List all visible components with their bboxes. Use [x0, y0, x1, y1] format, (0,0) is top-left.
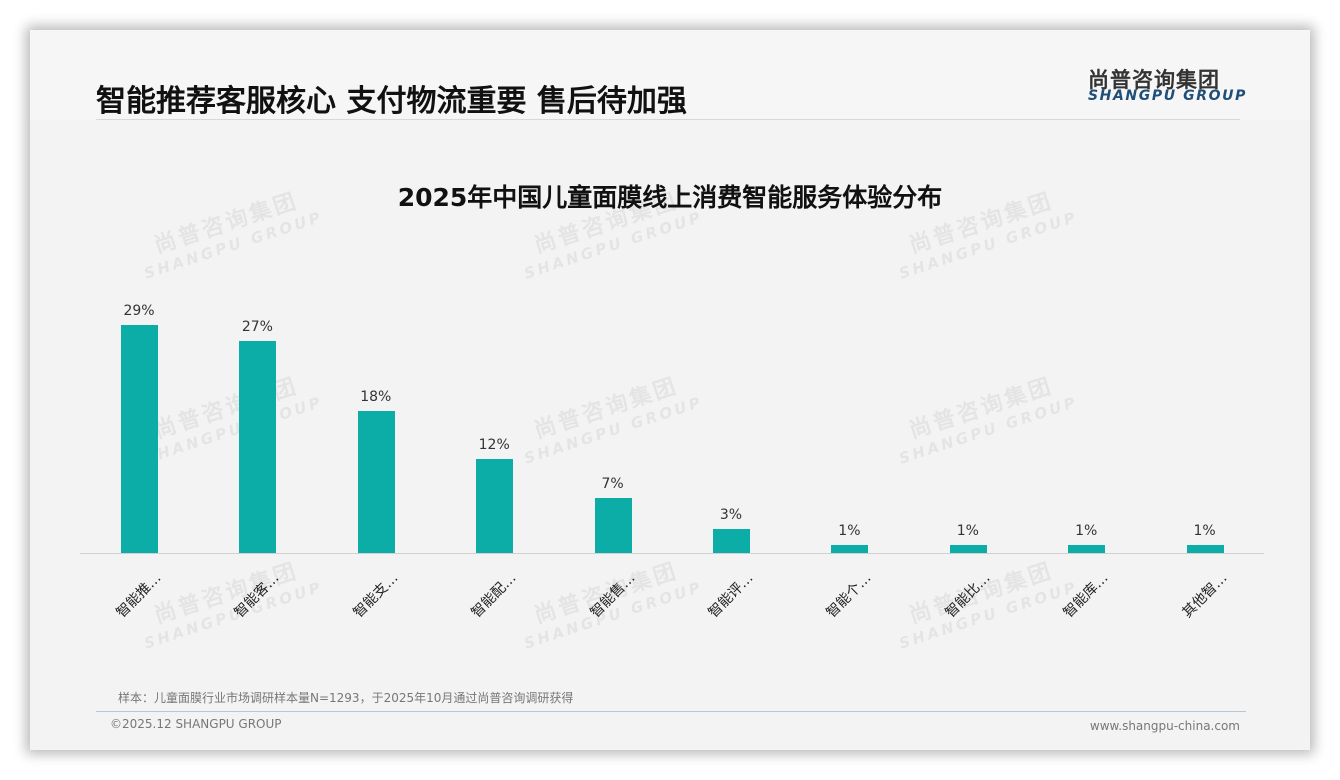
bar-value-label: 1%	[1075, 523, 1098, 539]
bar	[594, 498, 632, 553]
bar-group: 1%	[909, 229, 1027, 553]
website-link[interactable]: www.shangpu-china.com	[1089, 719, 1240, 733]
x-tick-label: 其他智…	[1179, 570, 1231, 622]
bar-value-label: 1%	[1193, 523, 1216, 539]
x-tick-label: 智能库…	[1060, 570, 1112, 622]
copyright: ©2025.12 SHANGPU GROUP	[110, 717, 282, 731]
bar-group: 3%	[672, 229, 790, 553]
bar	[1068, 545, 1106, 553]
x-tick-label: 智能个…	[823, 570, 875, 622]
logo-english: SHANGPU GROUP	[1088, 88, 1247, 104]
bar	[239, 341, 277, 553]
bar-value-label: 7%	[601, 476, 624, 492]
bar-value-label: 3%	[719, 507, 743, 523]
x-tick-label: 智能评…	[705, 570, 757, 622]
bar-value-label: 27%	[241, 319, 273, 335]
x-tick-label: 智能比…	[942, 570, 994, 622]
bar-value-label: 18%	[360, 389, 392, 405]
x-tick-label: 智能配…	[468, 570, 520, 622]
watermark: 尚普咨询集团 SHANGPU GROUP	[141, 558, 326, 653]
x-tick-label: 智能售…	[587, 570, 639, 622]
bar-group: 29%	[80, 229, 198, 553]
x-tick-label: 智能客…	[231, 570, 283, 622]
x-tick-label: 智能推…	[113, 570, 165, 622]
bar-chart-plot: 29% 27% 18% 12% 7% 3% 1% 1% 1% 1%	[80, 230, 1264, 554]
header-band	[30, 30, 1310, 120]
bar-group: 1%	[790, 229, 908, 553]
bar	[831, 545, 869, 553]
bar-value-label: 1%	[838, 523, 861, 539]
logo-chinese: 尚普咨询集团	[1088, 68, 1220, 92]
bar	[357, 411, 395, 553]
bar-group: 12%	[435, 229, 553, 553]
bar	[713, 529, 750, 553]
header-divider	[96, 119, 1240, 120]
bar-group: 1%	[1146, 229, 1264, 553]
bar-group: 1%	[1027, 229, 1145, 553]
bar	[949, 545, 987, 553]
bar-value-label: 1%	[956, 523, 979, 539]
footer-divider	[96, 711, 1246, 712]
bar-group: 18%	[317, 229, 435, 553]
bar-value-label: 29%	[123, 303, 155, 319]
bar	[121, 325, 158, 553]
sample-note: 样本：儿童面膜行业市场调研样本量N=1293，于2025年10月通过尚普咨询调研…	[118, 691, 574, 705]
chart-title: 2025年中国儿童面膜线上消费智能服务体验分布	[397, 183, 943, 212]
page-headline: 智能推荐客服核心 支付物流重要 售后待加强	[96, 84, 687, 119]
bar	[1186, 545, 1224, 553]
bar-group: 27%	[198, 229, 316, 553]
bar	[476, 459, 514, 553]
watermark: 尚普咨询集团 SHANGPU GROUP	[896, 558, 1081, 653]
bar-value-label: 12%	[478, 437, 510, 453]
slide: 智能推荐客服核心 支付物流重要 售后待加强 尚普咨询集团 SHANGPU GRO…	[30, 30, 1310, 750]
bar-group: 7%	[554, 229, 672, 553]
x-axis-line	[80, 553, 1264, 554]
x-tick-label: 智能支…	[350, 570, 402, 622]
